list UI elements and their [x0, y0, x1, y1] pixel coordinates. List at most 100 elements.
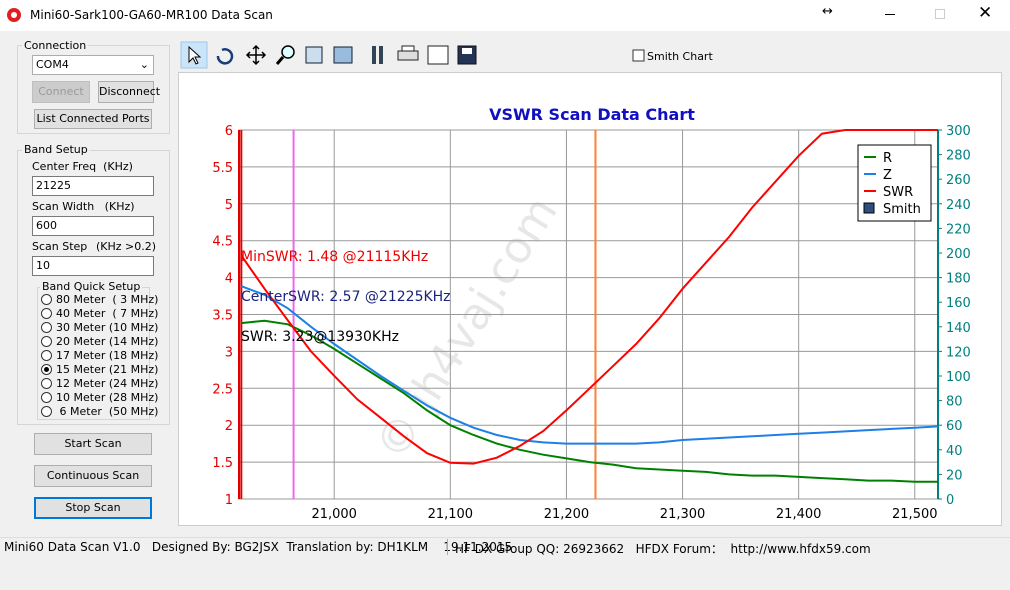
radio-label: 10 Meter (28 MHz)	[56, 391, 159, 404]
status-right: HF DX Group QQ: 26923662 HFDX Forum： htt…	[455, 542, 871, 556]
y-tick-label: 4.5	[212, 235, 233, 250]
legend-label: SWR	[883, 185, 913, 200]
minimize[interactable]	[885, 14, 895, 15]
pan-icon[interactable]	[245, 44, 267, 66]
field-label: Center Freq (KHz)	[32, 160, 133, 173]
series-line	[240, 285, 939, 445]
y2-tick-label: 0	[946, 493, 954, 508]
y-tick-label: 1.5	[212, 456, 233, 471]
legend-label: R	[883, 151, 892, 166]
radio-label: 12 Meter (24 MHz)	[56, 377, 159, 390]
chart-title: VSWR Scan Data Chart	[489, 105, 695, 124]
group-label: Connection	[22, 39, 89, 52]
disconnect-button[interactable]: Disconnect	[98, 81, 160, 103]
x-tick-label: 21,400	[776, 507, 822, 522]
y2-tick-label: 220	[946, 222, 971, 237]
port-combo[interactable]: COM4 ⌄	[32, 55, 154, 75]
radio-label: 6 Meter (50 MHz)	[56, 405, 159, 418]
toolbar: Smith Chart	[180, 41, 713, 69]
group-label: Band Quick Setup	[40, 280, 143, 293]
maximize[interactable]	[935, 9, 945, 19]
radio-button[interactable]	[41, 406, 52, 417]
settings-icon[interactable]	[372, 46, 383, 64]
field-input[interactable]: 21225	[32, 176, 154, 196]
smith-label: Smith Chart	[647, 50, 713, 63]
band-setup-group	[17, 150, 170, 425]
series-line	[240, 129, 938, 465]
annotation: SWR: 3.23@13930KHz	[241, 329, 399, 345]
y2-tick-label: 180	[946, 272, 971, 287]
legend-label: Smith	[883, 202, 921, 217]
stop-button[interactable]: Stop Scan	[34, 497, 152, 519]
zoom-fit-icon[interactable]	[305, 46, 323, 64]
list-ports-button[interactable]: List Connected Ports	[34, 109, 152, 129]
y-tick-label: 1	[225, 493, 233, 508]
zoom-window-icon[interactable]	[333, 46, 353, 64]
y2-tick-label: 100	[946, 370, 971, 385]
y2-tick-label: 260	[946, 173, 971, 188]
continuous-button[interactable]: Continuous Scan	[34, 465, 152, 487]
connection-group	[17, 45, 170, 134]
window-title: Mini60-Sark100-GA60-MR100 Data Scan	[30, 8, 273, 22]
annotation: MinSWR: 1.48 @21115KHz	[241, 249, 428, 265]
zoom-icon[interactable]	[281, 45, 295, 59]
radio-label: 30 Meter (10 MHz)	[56, 321, 159, 334]
resize-icon[interactable]: ↔	[822, 4, 833, 19]
app-window: Mini60-Sark100-GA60-MR100 Data Scan ↔ ✕ …	[0, 0, 1010, 556]
y2-tick-label: 140	[946, 321, 971, 336]
step-hint: (KHz >0.2)	[96, 240, 157, 253]
radio-button[interactable]	[41, 350, 52, 361]
radio-label: 80 Meter ( 3 MHz)	[56, 293, 159, 306]
field-label: Scan Step	[32, 240, 88, 253]
y-tick-label: 4	[225, 272, 233, 287]
radio-button[interactable]	[41, 378, 52, 389]
radio-button[interactable]	[41, 392, 52, 403]
radio-dot	[44, 367, 49, 372]
chart: VSWR Scan Data Chart 1 1.5 2 2.5 3 3.5 4 4.5 5 5.…	[212, 105, 971, 522]
y-tick-label: 5.5	[212, 161, 233, 176]
radio-label: 15 Meter (21 MHz)	[56, 363, 159, 376]
field-input[interactable]: 600	[32, 216, 154, 236]
annotation: CenterSWR: 2.57 @21225KHz	[241, 289, 451, 305]
x-tick-label: 21,200	[544, 507, 590, 522]
y2-tick-label: 240	[946, 198, 971, 213]
radio-button[interactable]	[41, 308, 52, 319]
y2-tick-label: 40	[946, 444, 963, 459]
field-input[interactable]: 10	[32, 256, 154, 276]
radio-button[interactable]	[41, 364, 52, 375]
y2-tick-label: 300	[946, 124, 971, 139]
undo-icon[interactable]	[216, 48, 234, 65]
status-left: Mini60 Data Scan V1.0 Designed By: BG2JS…	[4, 540, 513, 554]
y-tick-label: 2.5	[212, 382, 233, 397]
field-label: Scan Width (KHz)	[32, 200, 135, 213]
chart-panel: VSWR Scan Data Chart 1 1.5 2 2.5 3 3.5 4 4.5 5 5.…	[178, 72, 1002, 526]
pointer-icon	[188, 45, 202, 65]
radio-button[interactable]	[41, 336, 52, 347]
port-value: COM4	[36, 58, 69, 71]
separator	[447, 539, 448, 555]
start-button[interactable]: Start Scan	[34, 433, 152, 455]
combo-arrow: ⌄	[139, 58, 149, 71]
close[interactable]: ✕	[978, 3, 993, 23]
legend-swatch	[863, 202, 875, 214]
radio-button[interactable]	[41, 322, 52, 333]
group-label: Band Setup	[22, 143, 90, 156]
status-bar: Mini60 Data Scan V1.0 Designed By: BG2JS…	[0, 537, 1010, 556]
x-tick-label: 21,100	[428, 507, 474, 522]
radio-label: 17 Meter (18 MHz)	[56, 349, 159, 362]
series-line	[241, 319, 938, 483]
radio-label: 20 Meter (14 MHz)	[56, 335, 159, 348]
connect-button[interactable]: Connect	[32, 81, 90, 103]
radio-button[interactable]	[41, 294, 52, 305]
y2-tick-label: 200	[946, 247, 971, 262]
y-tick-label: 6	[225, 124, 233, 139]
x-tick-label: 21,000	[311, 507, 357, 522]
smith-checkbox[interactable]	[632, 49, 645, 62]
copy-icon[interactable]	[427, 45, 449, 65]
radio-label: 40 Meter ( 7 MHz)	[56, 307, 159, 320]
y2-tick-label: 280	[946, 149, 971, 164]
y2-tick-label: 80	[946, 395, 963, 410]
print-icon[interactable]	[397, 50, 419, 61]
app-icon	[7, 8, 21, 22]
title-bar: Mini60-Sark100-GA60-MR100 Data Scan ↔ ✕	[0, 0, 1010, 31]
